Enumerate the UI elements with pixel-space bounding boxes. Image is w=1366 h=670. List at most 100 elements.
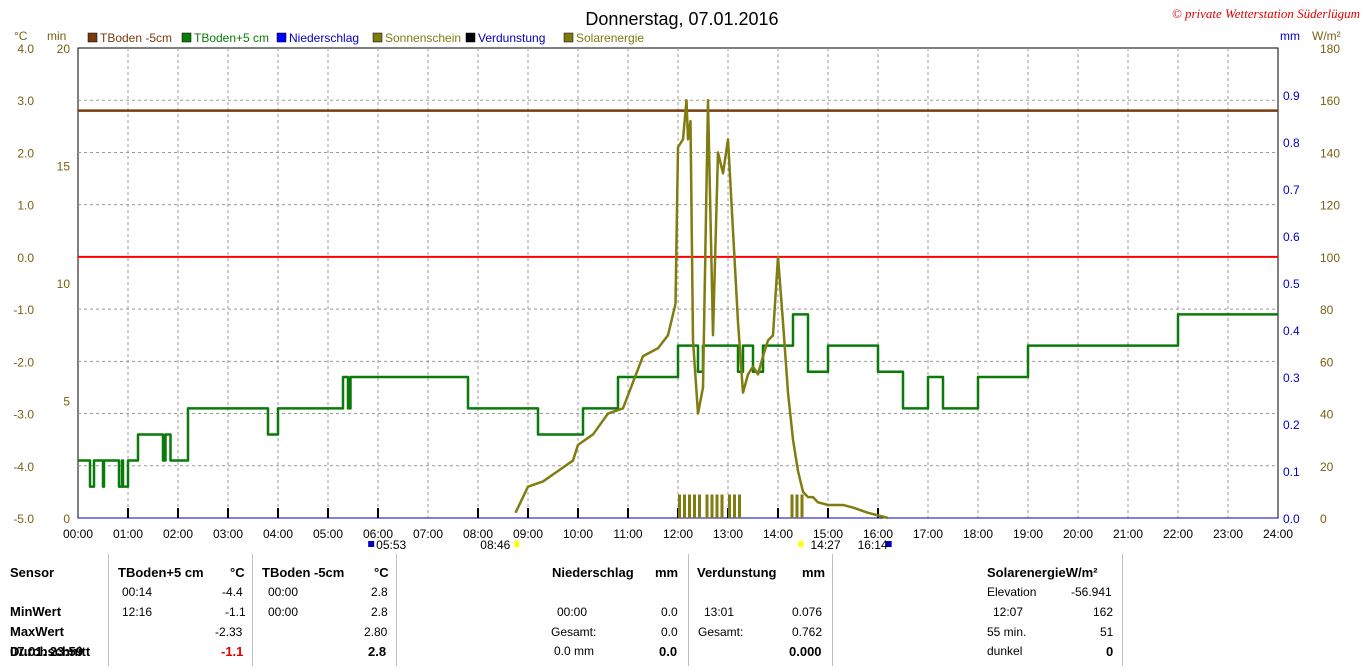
y-tick-celsius: -1.0	[13, 303, 34, 317]
x-tick-label: 19:00	[1013, 527, 1043, 541]
unit-minutes: min	[47, 29, 66, 43]
legend-swatch	[87, 32, 98, 43]
row-label-avg: Durchschnitt	[10, 644, 91, 659]
x-tick-label: 06:00	[363, 527, 393, 541]
legend-swatch	[465, 32, 476, 43]
tb5-current: -1.1	[221, 644, 244, 659]
summary-table: Sensor MinWert MaxWert Durchschnitt 07.0…	[0, 552, 1366, 670]
tbm5-min-val: 2.8	[371, 585, 388, 599]
sunshine-event-marker	[798, 541, 804, 547]
y-tick-mm: 0.0	[1283, 512, 1300, 526]
x-tick-label: 01:00	[113, 527, 143, 541]
divider	[252, 554, 253, 666]
x-tick-label: 12:00	[663, 527, 693, 541]
sun-event-marker	[368, 541, 375, 547]
y-tick-wm2: 60	[1320, 355, 1334, 369]
legend-label: TBoden+5 cm	[194, 31, 269, 45]
copyright-note: © private Wetterstation Süderlügum	[1172, 6, 1360, 21]
unit-mm: mm	[1280, 29, 1300, 43]
sunshine-bar	[705, 494, 709, 518]
y-tick-wm2: 80	[1320, 303, 1334, 317]
legend-label: Verdunstung	[478, 31, 545, 45]
y-tick-celsius: 4.0	[17, 42, 34, 56]
x-tick-label: 11:00	[613, 527, 642, 541]
tb5-avg: -2.33	[215, 625, 243, 639]
solar-max-val: 162	[1093, 605, 1114, 619]
x-tick-label: 14:00	[763, 527, 793, 541]
x-tick-label: 10:00	[563, 527, 593, 541]
sunshine-bar	[688, 494, 691, 518]
chart-marks	[78, 98, 1278, 547]
y-tick-mm: 0.8	[1283, 136, 1300, 150]
x-tick-label: 18:00	[963, 527, 993, 541]
sunshine-bar	[693, 494, 696, 518]
tb5-min-val: -4.4	[222, 585, 243, 599]
evap-header: Verdunstung	[697, 565, 777, 580]
divider	[832, 554, 833, 666]
rain-total-val: 0.0	[661, 625, 678, 639]
rain-max-val: 0.0	[661, 605, 678, 619]
x-tick-label: 20:00	[1063, 527, 1093, 541]
x-tick-label: 17:00	[913, 527, 943, 541]
legend-label: Sonnenschein	[385, 31, 461, 45]
divider	[396, 554, 397, 666]
x-tick-label: 24:00	[1263, 527, 1293, 541]
rain-unit: mm	[655, 565, 679, 580]
x-tick-label: 23:00	[1213, 527, 1243, 541]
tb5-header: TBoden+5 cm	[118, 565, 204, 580]
y-tick-wm2: 180	[1320, 42, 1340, 56]
solar-elev-label: Elevation	[987, 585, 1037, 599]
y-tick-celsius: -4.0	[13, 460, 34, 474]
solar-avg-val: 51	[1100, 625, 1114, 639]
y-tick-wm2: 120	[1320, 199, 1340, 213]
y-tick-wm2: 0	[1320, 512, 1327, 526]
sunshine-bar	[683, 494, 686, 518]
y-tick-mm: 0.6	[1283, 230, 1300, 244]
y-tick-mm: 0.4	[1283, 324, 1300, 338]
x-tick-label: 03:00	[213, 527, 243, 541]
chart-axes: 00:00 01:00 02:00 03:00 04:00 05:00 06:00 07:00…	[13, 42, 1340, 552]
sunshine-bar	[728, 494, 731, 518]
y-tick-celsius: 2.0	[17, 146, 34, 160]
sunshine-bar	[733, 494, 736, 518]
tbm5-current: 2.8	[368, 644, 387, 659]
y-tick-mm: 0.5	[1283, 277, 1300, 291]
divider	[108, 554, 109, 666]
rain-max-time: 00:00	[557, 605, 588, 619]
y-tick-mm: 0.9	[1283, 89, 1300, 103]
y-tick-mm: 0.1	[1283, 465, 1300, 479]
rain-current-label: 0.0 mm	[554, 644, 595, 658]
series-line	[78, 313, 1278, 488]
y-tick-celsius: 0.0	[17, 251, 34, 265]
x-tick-label: 13:00	[713, 527, 743, 541]
tbm5-max-time: 00:00	[268, 605, 299, 619]
y-tick-mm: 0.3	[1283, 371, 1300, 385]
tb5-min-time: 00:14	[122, 585, 153, 599]
x-tick-label: 09:00	[513, 527, 543, 541]
y-tick-wm2: 160	[1320, 94, 1340, 108]
y-tick-minutes: 5	[63, 395, 70, 409]
rain-current-val: 0.0	[659, 644, 678, 659]
solar-avg-label: 55 min.	[987, 625, 1027, 639]
tb5-max-val: -1.1	[225, 605, 246, 619]
solar-current-val: 0	[1106, 644, 1114, 659]
evap-current-val: 0.000	[789, 644, 822, 659]
sunshine-bar	[715, 494, 719, 518]
solar-max-time: 12:07	[993, 605, 1024, 619]
y-tick-minutes: 20	[57, 42, 71, 56]
legend-swatch	[563, 32, 574, 43]
x-tick-label: 05:00	[313, 527, 343, 541]
tbm5-header: TBoden -5cm	[262, 565, 345, 580]
x-tick-label: 21:00	[1113, 527, 1143, 541]
evap-max-val: 0.076	[792, 605, 823, 619]
y-tick-wm2: 140	[1320, 146, 1340, 160]
x-tick-label: 04:00	[263, 527, 293, 541]
chart-legend: TBoden -5cm TBoden+5 cm Niederschlag Sonnen…	[87, 31, 644, 45]
x-tick-label: 07:00	[413, 527, 443, 541]
chart-title: Donnerstag, 07.01.2016	[585, 9, 778, 29]
sun-event-label: 16:14	[858, 538, 888, 552]
row-label-current: 07.01. 23:59	[10, 644, 84, 659]
sensor-header: Sensor	[10, 565, 55, 580]
rain-total-label: Gesamt:	[551, 625, 597, 639]
tb5-unit: °C	[230, 565, 245, 580]
